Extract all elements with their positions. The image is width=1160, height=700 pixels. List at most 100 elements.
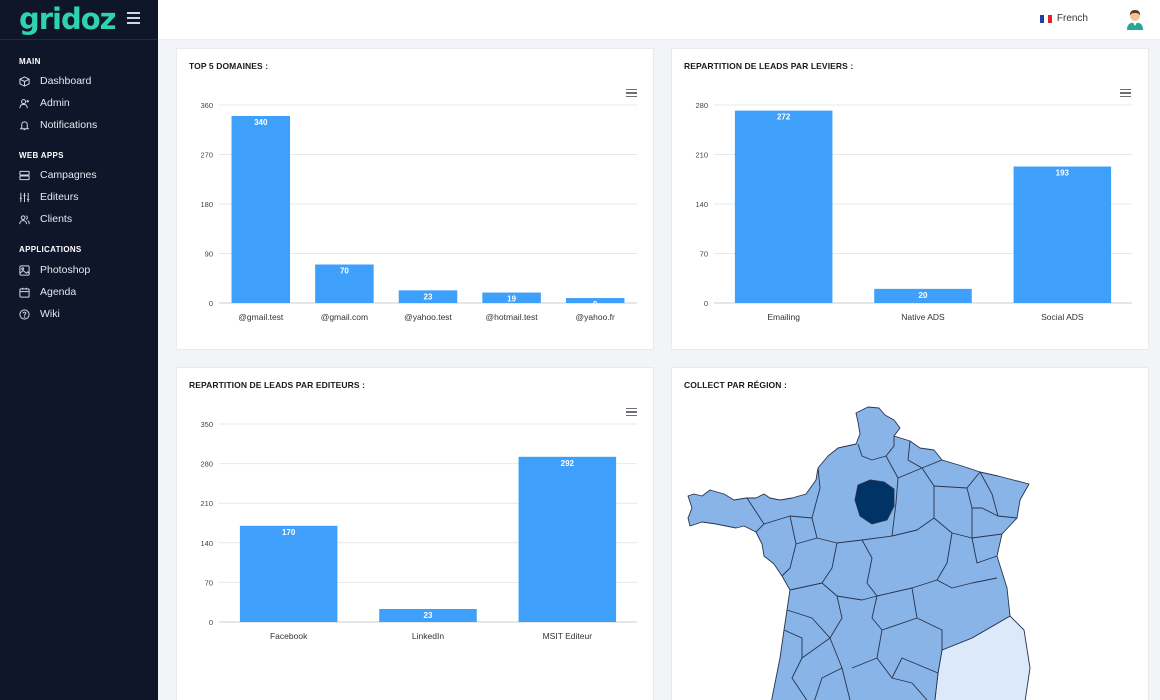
- chart-menu-icon[interactable]: [1120, 89, 1131, 98]
- chart-menu-icon[interactable]: [626, 89, 637, 98]
- bar: [482, 292, 541, 303]
- y-tick-label: 0: [704, 299, 708, 308]
- bar-value-label: 272: [777, 113, 791, 122]
- calendar-icon: [19, 287, 30, 298]
- sidebar-item-wiki[interactable]: Wiki: [19, 305, 60, 323]
- x-tick-label: @gmail.com: [321, 312, 368, 322]
- sidebar-item-admin[interactable]: Admin: [19, 94, 70, 112]
- y-tick-label: 210: [200, 499, 213, 508]
- sidebar-item-label: Agenda: [40, 286, 77, 298]
- y-tick-label: 0: [209, 618, 213, 627]
- sidebar-item-campagnes[interactable]: Campagnes: [19, 166, 97, 184]
- bar: [315, 264, 374, 303]
- section-title-web-apps: WEB APPS: [19, 151, 64, 160]
- bar-value-label: 170: [282, 528, 296, 537]
- bar: [565, 298, 625, 303]
- x-tick-label: Social ADS: [1041, 312, 1084, 322]
- x-tick-label: Native ADS: [901, 312, 945, 322]
- y-tick-label: 70: [700, 250, 708, 259]
- sidebar-item-label: Admin: [40, 97, 70, 109]
- sidebar-item-dashboard[interactable]: Dashboard: [19, 72, 91, 90]
- y-tick-label: 70: [205, 578, 213, 587]
- y-tick-label: 180: [200, 200, 213, 209]
- bar: [1013, 166, 1112, 303]
- bar-value-label: 193: [1056, 169, 1070, 178]
- bar-value-label: 23: [424, 292, 433, 301]
- sliders-icon: [19, 192, 30, 203]
- map-region-france[interactable]: [687, 406, 1030, 700]
- logo-bar: gridoz: [0, 0, 158, 40]
- x-tick-label: @yahoo.test: [404, 312, 452, 322]
- bar-value-label: 292: [561, 459, 575, 468]
- logo-text: gridoz: [19, 2, 117, 36]
- sidebar-item-label: Dashboard: [40, 75, 92, 87]
- sidebar-item-label: Photoshop: [40, 264, 91, 276]
- user-plus-icon: [19, 98, 30, 109]
- y-tick-label: 90: [205, 250, 213, 259]
- bar: [734, 110, 833, 304]
- avatar[interactable]: [1125, 8, 1145, 30]
- y-tick-label: 280: [200, 460, 213, 469]
- image-icon: [19, 264, 30, 276]
- cube-icon: [19, 75, 30, 87]
- card-title: TOP 5 DOMAINES :: [189, 61, 269, 71]
- language-label: French: [1056, 13, 1088, 24]
- language-selector[interactable]: French: [1039, 13, 1088, 24]
- sidebar: gridoz MAIN Dashboard Admin Notification…: [0, 0, 158, 700]
- menu-toggle-icon[interactable]: [127, 12, 140, 24]
- card-leads-par-editeurs: REPARTITION DE LEADS PAR EDITEURS : 0 70 1…: [176, 367, 654, 700]
- y-tick-label: 280: [695, 101, 708, 110]
- card-title: REPARTITION DE LEADS PAR LEVIERS :: [684, 61, 854, 71]
- y-tick-label: 0: [209, 299, 213, 308]
- section-title-applications: APPLICATIONS: [19, 245, 82, 254]
- bar: [231, 116, 291, 303]
- y-tick-label: 210: [695, 151, 708, 160]
- sidebar-item-label: Editeurs: [40, 191, 79, 203]
- sidebar-item-label: Notifications: [40, 119, 98, 131]
- x-tick-label: MSIT Editeur: [543, 631, 593, 641]
- bar-value-label: 70: [340, 267, 349, 276]
- help-circle-icon: [19, 308, 30, 320]
- card-title: REPARTITION DE LEADS PAR EDITEURS :: [189, 380, 366, 390]
- x-tick-label: @gmail.test: [238, 312, 284, 322]
- users-icon: [19, 214, 30, 225]
- bell-icon: [19, 120, 30, 131]
- x-tick-label: Emailing: [767, 312, 800, 322]
- bar: [379, 608, 477, 622]
- bar-value-label: 20: [919, 291, 928, 300]
- y-tick-label: 350: [200, 420, 213, 429]
- chart-menu-icon[interactable]: [626, 408, 637, 417]
- server-icon: [19, 170, 30, 181]
- x-tick-label: @yahoo.fr: [576, 312, 616, 322]
- x-tick-label: @hotmail.test: [486, 312, 539, 322]
- x-tick-label: LinkedIn: [412, 631, 444, 641]
- bar-value-label: 19: [507, 295, 516, 304]
- bar-value-label: 340: [254, 118, 268, 127]
- x-tick-label: Facebook: [270, 631, 308, 641]
- section-title-main: MAIN: [19, 57, 41, 66]
- card-leads-par-leviers: REPARTITION DE LEADS PAR LEVIERS : 0 70 14…: [671, 48, 1149, 350]
- y-tick-label: 140: [695, 200, 708, 209]
- y-tick-label: 270: [200, 151, 213, 160]
- french-flag-icon: [1039, 14, 1052, 23]
- chart-top5-domaines: 0 90 180 270 360 340 @gmail.test 70 @gmail.com 23…: [200, 101, 637, 322]
- card-collect-par-region: COLLECT PAR RÉGION :: [671, 367, 1149, 700]
- sidebar-item-label: Wiki: [40, 308, 60, 320]
- sidebar-item-editeurs[interactable]: Editeurs: [19, 188, 79, 206]
- bar: [239, 525, 338, 622]
- y-tick-label: 140: [200, 539, 213, 548]
- logo[interactable]: gridoz: [19, 2, 117, 36]
- bar-value-label: 23: [424, 611, 433, 620]
- map-region-ile-de-france[interactable]: [854, 479, 895, 525]
- sidebar-item-photoshop[interactable]: Photoshop: [19, 261, 90, 279]
- france-region-map: [687, 406, 1031, 700]
- chart-leads-par-leviers: 0 70 140 210 280 272 Emailing 20 Native ADS 193 So…: [695, 101, 1132, 322]
- bar: [874, 288, 972, 303]
- sidebar-item-notifications[interactable]: Notifications: [19, 116, 97, 134]
- sidebar-item-clients[interactable]: Clients: [19, 210, 72, 228]
- card-title: COLLECT PAR RÉGION :: [684, 380, 787, 390]
- chart-leads-par-editeurs: 0 70 140 210 280 350 170 Facebook 23 LinkedIn 292 M…: [200, 420, 637, 641]
- bar: [398, 290, 458, 303]
- sidebar-item-agenda[interactable]: Agenda: [19, 283, 76, 301]
- card-top5-domaines: TOP 5 DOMAINES : 0 90 180 270 360 340 @gmail.t…: [176, 48, 654, 350]
